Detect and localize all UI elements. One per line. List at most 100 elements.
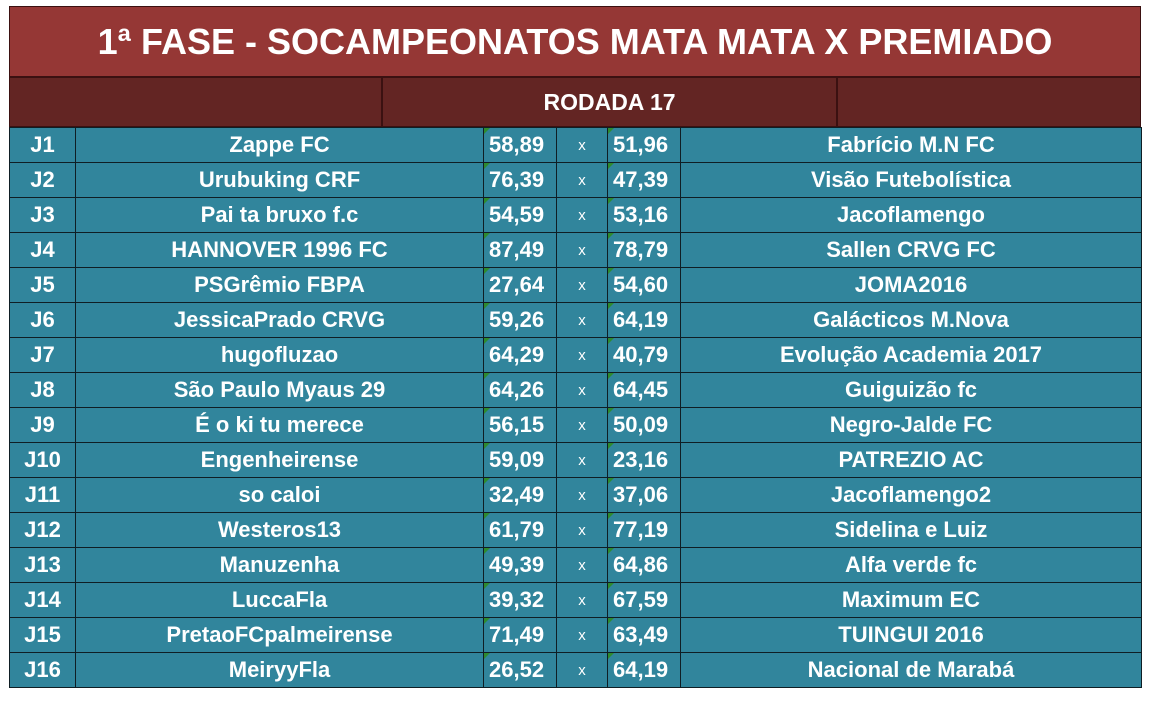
away-score-cell[interactable]: 77,19 <box>607 512 681 548</box>
home-score-cell[interactable]: 54,59 <box>483 197 557 233</box>
away-team-cell[interactable]: PATREZIO AC <box>680 442 1142 478</box>
away-team-cell[interactable]: Nacional de Marabá <box>680 652 1142 688</box>
versus-cell[interactable]: x <box>556 127 608 163</box>
match-id-cell[interactable]: J3 <box>9 197 76 233</box>
match-id-cell[interactable]: J7 <box>9 337 76 373</box>
versus-cell[interactable]: x <box>556 337 608 373</box>
home-score-cell[interactable]: 32,49 <box>483 477 557 513</box>
away-score-cell[interactable]: 64,19 <box>607 302 681 338</box>
match-id-cell[interactable]: J4 <box>9 232 76 268</box>
home-team-cell[interactable]: LuccaFla <box>75 582 484 618</box>
match-row: J11 so caloi 32,49 x 37,06 Jacoflamengo2 <box>9 477 1142 513</box>
match-id-cell[interactable]: J8 <box>9 372 76 408</box>
match-row: J5 PSGrêmio FBPA 27,64 x 54,60 JOMA2016 <box>9 267 1142 303</box>
away-score-cell[interactable]: 64,45 <box>607 372 681 408</box>
away-score-cell[interactable]: 47,39 <box>607 162 681 198</box>
away-score-cell[interactable]: 67,59 <box>607 582 681 618</box>
away-team-cell[interactable]: Guiguizão fc <box>680 372 1142 408</box>
home-team-cell[interactable]: Engenheirense <box>75 442 484 478</box>
away-score-cell[interactable]: 63,49 <box>607 617 681 653</box>
away-score-cell[interactable]: 64,86 <box>607 547 681 583</box>
home-score-cell[interactable]: 61,79 <box>483 512 557 548</box>
home-team-cell[interactable]: so caloi <box>75 477 484 513</box>
home-score-cell[interactable]: 64,29 <box>483 337 557 373</box>
versus-cell[interactable]: x <box>556 232 608 268</box>
away-score-cell[interactable]: 50,09 <box>607 407 681 443</box>
match-id-cell[interactable]: J5 <box>9 267 76 303</box>
match-id-cell[interactable]: J12 <box>9 512 76 548</box>
away-score-cell[interactable]: 78,79 <box>607 232 681 268</box>
versus-cell[interactable]: x <box>556 197 608 233</box>
match-id-cell[interactable]: J14 <box>9 582 76 618</box>
versus-cell[interactable]: x <box>556 302 608 338</box>
match-id-cell[interactable]: J16 <box>9 652 76 688</box>
match-id-cell[interactable]: J2 <box>9 162 76 198</box>
match-id-cell[interactable]: J6 <box>9 302 76 338</box>
versus-cell[interactable]: x <box>556 547 608 583</box>
home-team-cell[interactable]: HANNOVER 1996 FC <box>75 232 484 268</box>
versus-cell[interactable]: x <box>556 617 608 653</box>
away-score-cell[interactable]: 23,16 <box>607 442 681 478</box>
versus-cell[interactable]: x <box>556 372 608 408</box>
versus-cell[interactable]: x <box>556 162 608 198</box>
home-team-cell[interactable]: Urubuking CRF <box>75 162 484 198</box>
versus-cell[interactable]: x <box>556 442 608 478</box>
away-team-cell[interactable]: Fabrício M.N FC <box>680 127 1142 163</box>
away-score-cell[interactable]: 54,60 <box>607 267 681 303</box>
away-team-cell[interactable]: Negro-Jalde FC <box>680 407 1142 443</box>
away-score-cell[interactable]: 53,16 <box>607 197 681 233</box>
home-team-cell[interactable]: MeiryyFla <box>75 652 484 688</box>
versus-cell[interactable]: x <box>556 407 608 443</box>
away-score-cell[interactable]: 40,79 <box>607 337 681 373</box>
home-team-cell[interactable]: São Paulo Myaus 29 <box>75 372 484 408</box>
match-row: J9 É o ki tu merece 56,15 x 50,09 Negro-Jalde… <box>9 407 1142 443</box>
home-score-cell[interactable]: 56,15 <box>483 407 557 443</box>
match-id-cell[interactable]: J15 <box>9 617 76 653</box>
match-id-cell[interactable]: J13 <box>9 547 76 583</box>
home-team-cell[interactable]: Manuzenha <box>75 547 484 583</box>
home-team-cell[interactable]: JessicaPrado CRVG <box>75 302 484 338</box>
match-id-cell[interactable]: J11 <box>9 477 76 513</box>
versus-cell[interactable]: x <box>556 267 608 303</box>
home-score-cell[interactable]: 39,32 <box>483 582 557 618</box>
home-team-cell[interactable]: PretaoFCpalmeirense <box>75 617 484 653</box>
away-team-cell[interactable]: Alfa verde fc <box>680 547 1142 583</box>
away-team-cell[interactable]: Galácticos M.Nova <box>680 302 1142 338</box>
match-id-cell[interactable]: J9 <box>9 407 76 443</box>
versus-cell[interactable]: x <box>556 512 608 548</box>
home-score-cell[interactable]: 71,49 <box>483 617 557 653</box>
home-team-cell[interactable]: Westeros13 <box>75 512 484 548</box>
home-team-cell[interactable]: hugofluzao <box>75 337 484 373</box>
home-team-cell[interactable]: Pai ta bruxo f.c <box>75 197 484 233</box>
away-team-cell[interactable]: Maximum EC <box>680 582 1142 618</box>
home-score-cell[interactable]: 64,26 <box>483 372 557 408</box>
away-score-cell[interactable]: 64,19 <box>607 652 681 688</box>
away-team-cell[interactable]: TUINGUI 2016 <box>680 617 1142 653</box>
home-team-cell[interactable]: É o ki tu merece <box>75 407 484 443</box>
home-score-cell[interactable]: 76,39 <box>483 162 557 198</box>
away-team-cell[interactable]: Jacoflamengo2 <box>680 477 1142 513</box>
away-team-cell[interactable]: Sidelina e Luiz <box>680 512 1142 548</box>
home-team-cell[interactable]: Zappe FC <box>75 127 484 163</box>
home-score-cell[interactable]: 87,49 <box>483 232 557 268</box>
away-team-cell[interactable]: Sallen CRVG FC <box>680 232 1142 268</box>
match-id-cell[interactable]: J1 <box>9 127 76 163</box>
versus-cell[interactable]: x <box>556 477 608 513</box>
home-team-cell[interactable]: PSGrêmio FBPA <box>75 267 484 303</box>
home-score-cell[interactable]: 27,64 <box>483 267 557 303</box>
versus-cell[interactable]: x <box>556 652 608 688</box>
match-row: J4 HANNOVER 1996 FC 87,49 x 78,79 Sallen CRVG… <box>9 232 1142 268</box>
match-id-cell[interactable]: J10 <box>9 442 76 478</box>
away-score-cell[interactable]: 37,06 <box>607 477 681 513</box>
home-score-cell[interactable]: 58,89 <box>483 127 557 163</box>
home-score-cell[interactable]: 26,52 <box>483 652 557 688</box>
away-team-cell[interactable]: Visão Futebolística <box>680 162 1142 198</box>
away-team-cell[interactable]: Evolução Academia 2017 <box>680 337 1142 373</box>
away-team-cell[interactable]: Jacoflamengo <box>680 197 1142 233</box>
home-score-cell[interactable]: 59,26 <box>483 302 557 338</box>
home-score-cell[interactable]: 59,09 <box>483 442 557 478</box>
away-score-cell[interactable]: 51,96 <box>607 127 681 163</box>
versus-cell[interactable]: x <box>556 582 608 618</box>
away-team-cell[interactable]: JOMA2016 <box>680 267 1142 303</box>
home-score-cell[interactable]: 49,39 <box>483 547 557 583</box>
